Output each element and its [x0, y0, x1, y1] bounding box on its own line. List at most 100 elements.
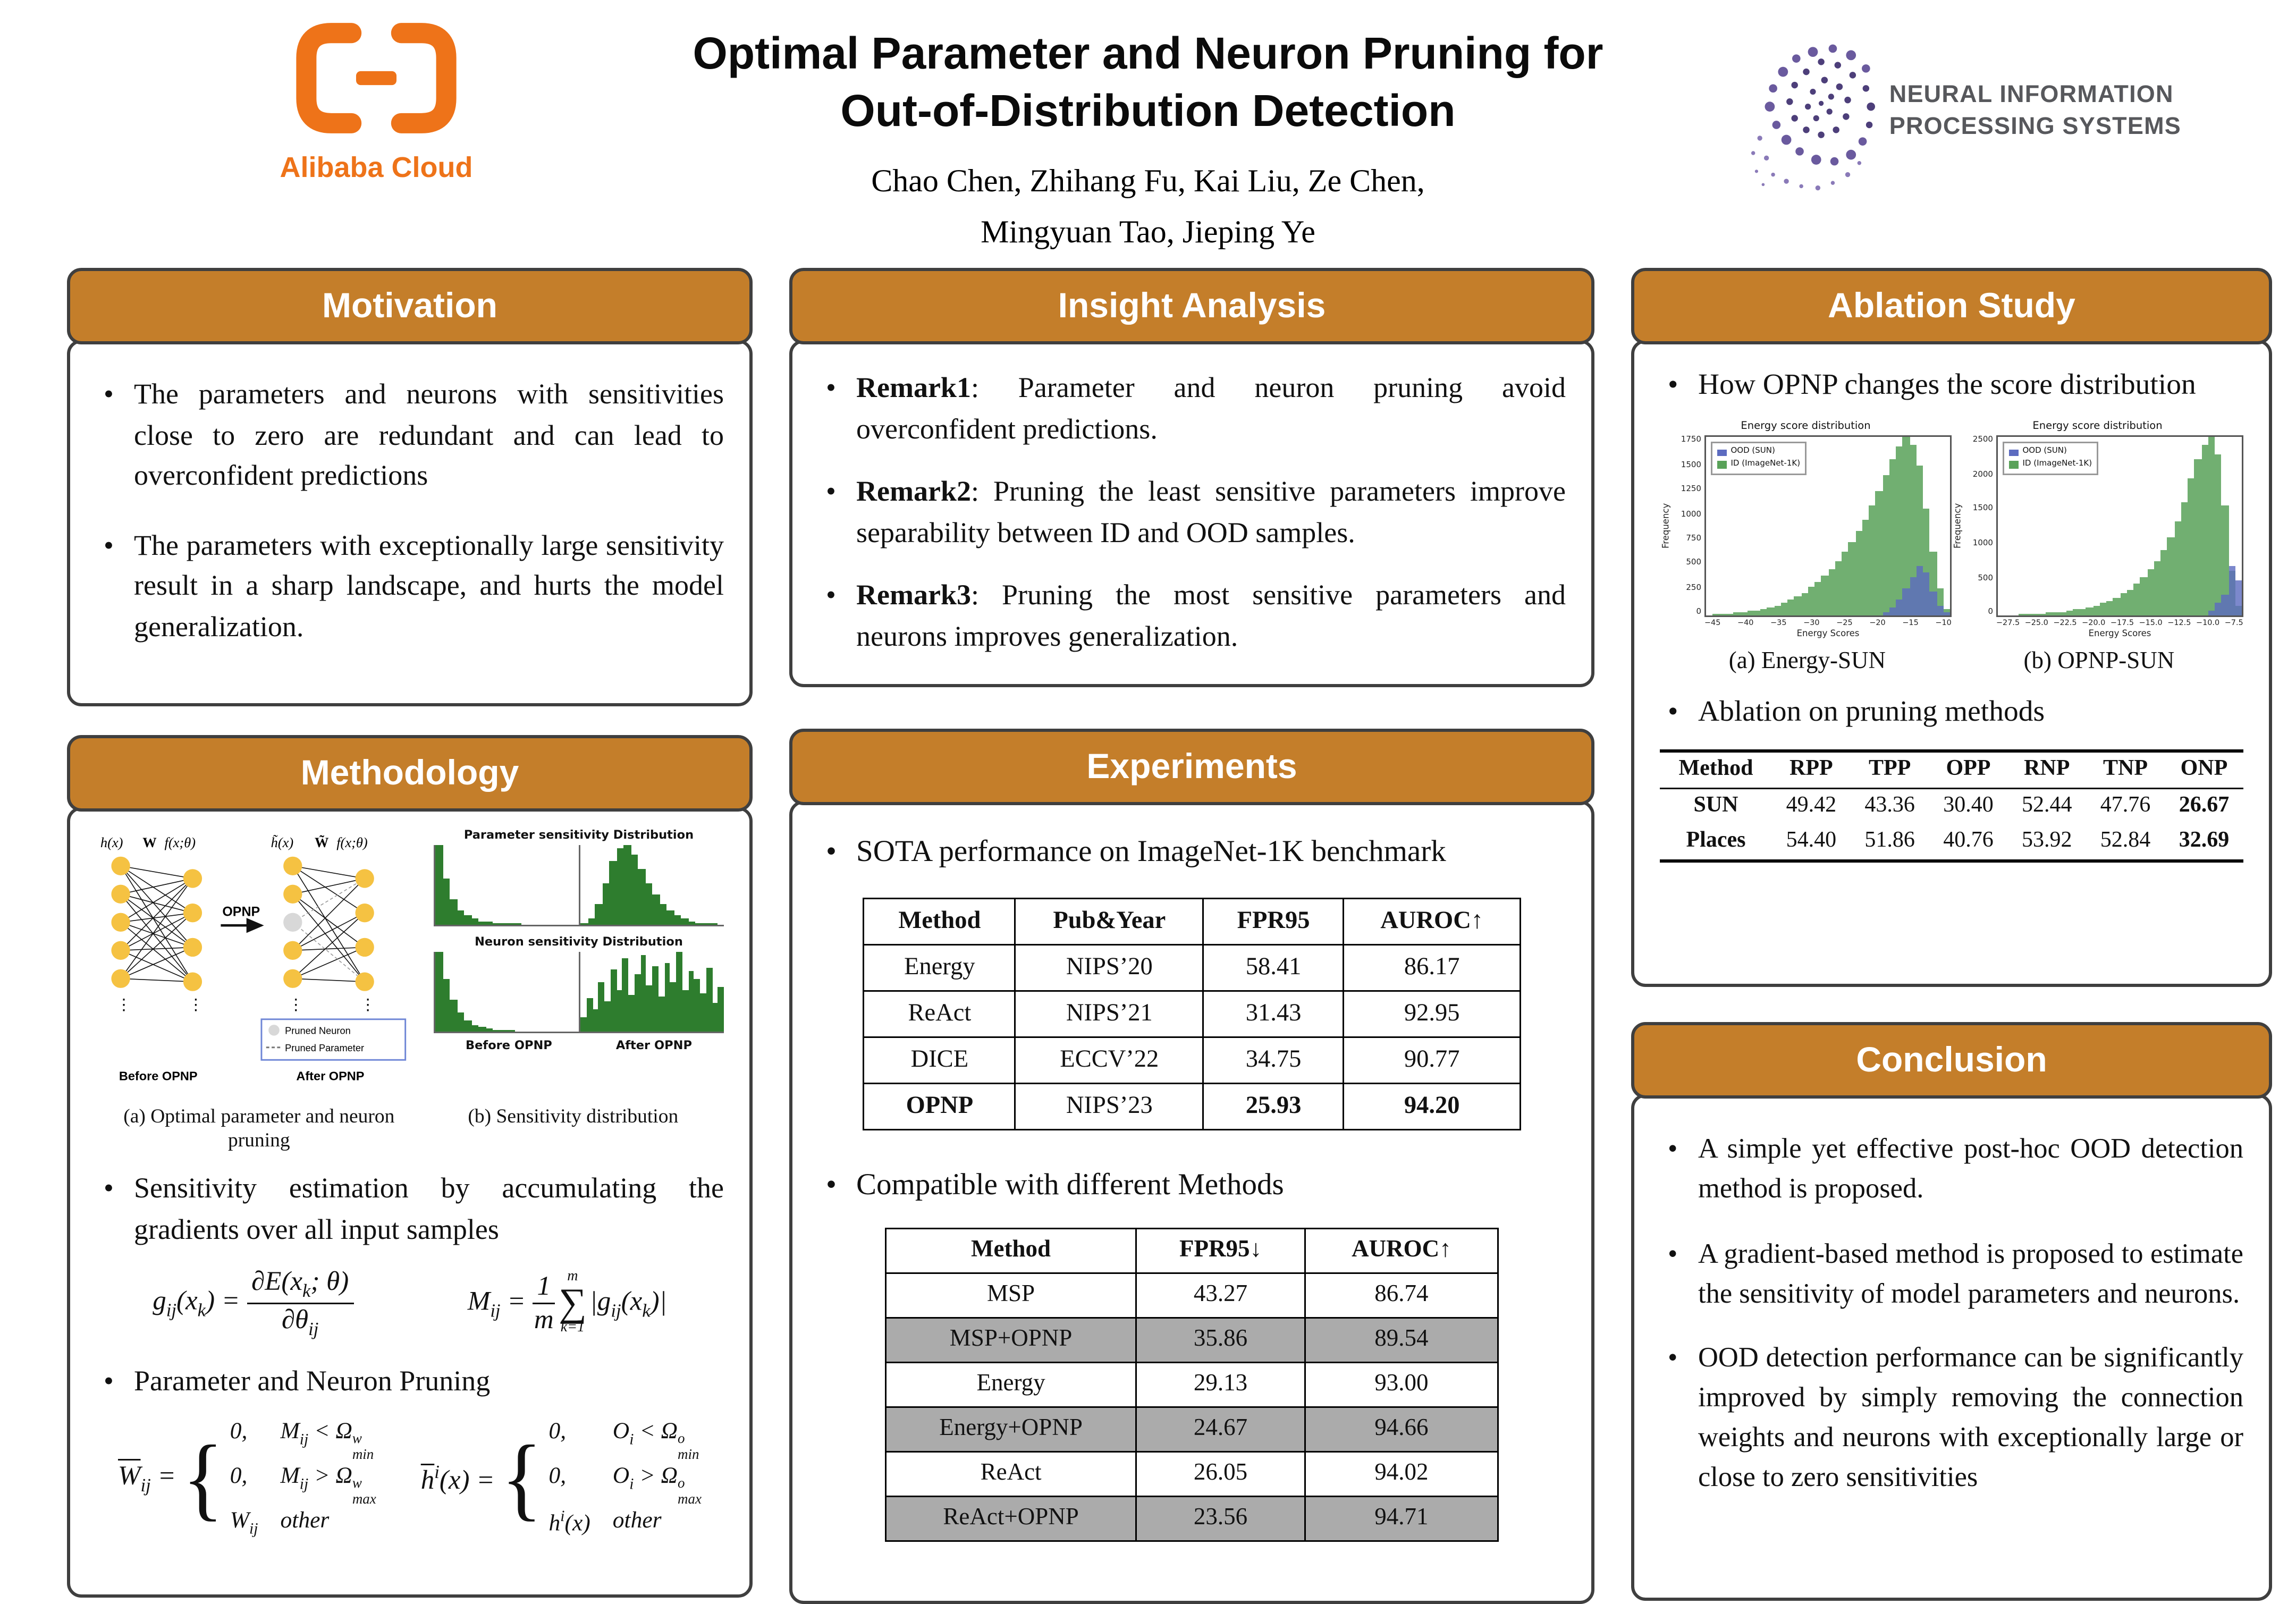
svg-text:f(x;θ): f(x;θ) — [336, 834, 368, 850]
bullet: Remark2: Pruning the least sensitive par… — [818, 472, 1566, 553]
bullet: SOTA performance on ImageNet-1K benchmar… — [818, 832, 1566, 875]
neurips-dots-icon — [1751, 44, 1875, 191]
param-sens-before-chart — [434, 845, 579, 926]
ablation-header: Ablation Study — [1631, 268, 2272, 344]
sensitivity-formula: Mij = 1 m m ∑ k=1 |gij(xk)| — [467, 1269, 667, 1336]
svg-text:W̃: W̃ — [315, 834, 329, 850]
bullet: Ablation on pruning methods — [1660, 691, 2243, 734]
bullet: Compatible with different Methods — [818, 1166, 1566, 1209]
table-row: DICE ECCV’22 34.75 90.77 — [863, 1036, 1521, 1084]
svg-text:f(x;θ): f(x;θ) — [164, 834, 196, 850]
caption-opnp-sun: (b) OPNP-SUN — [2023, 648, 2175, 674]
conclusion-box: Conclusion A simple yet effective post-h… — [1631, 1022, 2272, 1601]
column-left: Motivation The parameters and neurons wi… — [67, 268, 753, 1604]
id-legend-chip — [1717, 461, 1727, 469]
svg-text:Pruned Parameter: Pruned Parameter — [285, 1042, 364, 1053]
neuron-sens-title: Neuron sensitivity Distribution — [475, 934, 683, 949]
table-row: MSP 43.27 86.74 — [885, 1272, 1499, 1319]
figure-captions: (a) Optimal parameter and neuron pruning… — [96, 1105, 724, 1153]
neuron-sens-before-chart — [434, 952, 579, 1033]
svg-text:Before OPNP: Before OPNP — [119, 1069, 198, 1083]
alibaba-brackets-icon — [296, 23, 457, 133]
compatibility-table: Method FPR95↓ AUROC↑ MSP 43.27 86.74 MSP… — [885, 1227, 1499, 1542]
table-row: Energy 29.13 93.00 — [885, 1361, 1499, 1408]
table-row: Places 54.40 51.86 40.76 53.92 52.84 32.… — [1660, 824, 2243, 862]
chart-legend: OOD (SUN) ID (ImageNet-1K) — [1711, 442, 1807, 476]
insight-header: Insight Analysis — [789, 268, 1594, 344]
energy-sun-chart: Energy score distribution Frequency 1750… — [1662, 419, 1952, 639]
motivation-header: Motivation — [67, 268, 753, 344]
param-sens-after-chart — [579, 845, 724, 926]
table-header-row: Method Pub&Year FPR95 AUROC↑ — [863, 897, 1521, 945]
poster-title: Optimal Parameter and Neuron Pruning for… — [693, 29, 1603, 136]
svg-text:W: W — [142, 834, 157, 850]
alibaba-cloud-logo: Alibaba Cloud — [268, 16, 485, 185]
network-pruning-icon: h(x) W f(x;θ) h̃(x) W̃ f(x;θ) — [100, 834, 407, 1083]
methodology-box: Methodology h(x) W — [67, 735, 753, 1598]
title-block: Optimal Parameter and Neuron Pruning for… — [0, 26, 2296, 258]
columns: Motivation The parameters and neurons wi… — [0, 268, 2296, 1604]
methodology-header: Methodology — [67, 735, 753, 812]
bullet: OOD detection performance can be signifi… — [1660, 1338, 2243, 1497]
pruning-ablation-table: Method RPP TPP OPP RNP TNP ONP SUN 49.42 — [1660, 749, 2243, 863]
gradient-formula: gij(xk) = ∂E(xk; θ) ∂θij — [153, 1266, 354, 1340]
neurips-logo: NEURAL INFORMATION PROCESSING SYSTEMS — [1746, 29, 2181, 195]
methodology-body: h(x) W f(x;θ) h̃(x) W̃ f(x;θ) — [67, 807, 753, 1598]
conclusion-bullets: A simple yet effective post-hoc OOD dete… — [1660, 1129, 2243, 1497]
score-distribution-charts: Energy score distribution Frequency 1750… — [1660, 420, 2243, 639]
caption-energy-sun: (a) Energy-SUN — [1728, 648, 1886, 674]
ood-legend-chip — [2009, 449, 2019, 457]
sensitivity-formulas: gij(xk) = ∂E(xk; θ) ∂θij Mij = 1 m m ∑ k=1 |gi… — [96, 1266, 724, 1340]
table-row: Energy+OPNP 24.67 94.66 — [885, 1406, 1499, 1453]
motivation-body: The parameters and neurons with sensitiv… — [67, 340, 753, 706]
caption-b: (b) Sensitivity distribution — [468, 1105, 679, 1127]
experiments-body: SOTA performance on ImageNet-1K benchmar… — [789, 800, 1594, 1604]
bullet: Parameter and Neuron Pruning — [96, 1362, 724, 1403]
bullet: The parameters and neurons with sensitiv… — [96, 375, 724, 497]
poster-header: Alibaba Cloud Optimal Parameter and Neur… — [0, 0, 2296, 268]
table-row: Energy NIPS’20 58.41 86.17 — [863, 943, 1521, 992]
bullet: A gradient-based method is proposed to e… — [1660, 1234, 2243, 1313]
svg-text:OPNP: OPNP — [222, 905, 260, 919]
insight-bullets: Remark1: Parameter and neuron pruning av… — [818, 368, 1566, 657]
svg-text:⋮: ⋮ — [116, 997, 131, 1014]
svg-text:⋮: ⋮ — [360, 997, 375, 1014]
svg-text:After OPNP: After OPNP — [296, 1069, 364, 1083]
methodology-figure: h(x) W f(x;θ) h̃(x) W̃ f(x;θ) — [96, 826, 724, 1099]
table-header-row: Method RPP TPP OPP RNP TNP ONP — [1660, 751, 2243, 789]
svg-text:⋮: ⋮ — [188, 997, 204, 1014]
neuron-sens-after-chart — [579, 952, 724, 1033]
bullet: Remark1: Parameter and neuron pruning av… — [818, 368, 1566, 450]
caption-a: (a) Optimal parameter and neuron pruning — [123, 1105, 395, 1151]
bullet: Remark3: Pruning the most sensitive para… — [818, 576, 1566, 657]
table-row: ReAct 26.05 94.02 — [885, 1450, 1499, 1497]
motivation-box: Motivation The parameters and neurons wi… — [67, 268, 753, 706]
ablation-body: How OPNP changes the score distribution … — [1631, 340, 2272, 987]
ood-legend-chip — [1717, 449, 1727, 457]
motivation-bullets: The parameters and neurons with sensitiv… — [96, 375, 724, 648]
experiments-header: Experiments — [789, 729, 1594, 805]
bullet: A simple yet effective post-hoc OOD dete… — [1660, 1129, 2243, 1208]
insight-body: Remark1: Parameter and neuron pruning av… — [789, 340, 1594, 687]
table-row: MSP+OPNP 35.86 89.54 — [885, 1316, 1499, 1363]
column-center: Insight Analysis Remark1: Parameter and … — [789, 268, 1594, 1604]
opnp-sun-chart: Energy score distribution Frequency 2500… — [1954, 419, 2243, 639]
chart-legend: OOD (SUN) ID (ImageNet-1K) — [2003, 442, 2099, 476]
opnp-diagram: h(x) W f(x;θ) h̃(x) W̃ f(x;θ) — [96, 826, 424, 1099]
param-sens-title: Parameter sensitivity Distribution — [463, 828, 694, 842]
id-legend-chip — [2009, 461, 2019, 469]
sensitivity-distributions: Parameter sensitivity Distribution Neuro… — [434, 826, 724, 1099]
table-row: ReAct+OPNP 23.56 94.71 — [885, 1495, 1499, 1542]
authors: Chao Chen, Zhihang Fu, Kai Liu, Ze Chen,… — [871, 163, 1425, 250]
poster: { "colors":{ "accent_orange":"#c47e2a","… — [0, 0, 2296, 1531]
svg-text:h(x): h(x) — [100, 834, 123, 850]
conclusion-body: A simple yet effective post-hoc OOD dete… — [1631, 1094, 2272, 1601]
sota-table: Method Pub&Year FPR95 AUROC↑ Energy NIPS… — [863, 897, 1521, 1130]
column-right: Ablation Study How OPNP changes the scor… — [1631, 268, 2272, 1604]
bullet: Sensitivity estimation by accumulating t… — [96, 1169, 724, 1250]
table-row: SUN 49.42 43.36 30.40 52.44 47.76 26.67 — [1693, 794, 2230, 818]
table-row: OPNP NIPS’23 25.93 94.20 — [863, 1082, 1521, 1130]
